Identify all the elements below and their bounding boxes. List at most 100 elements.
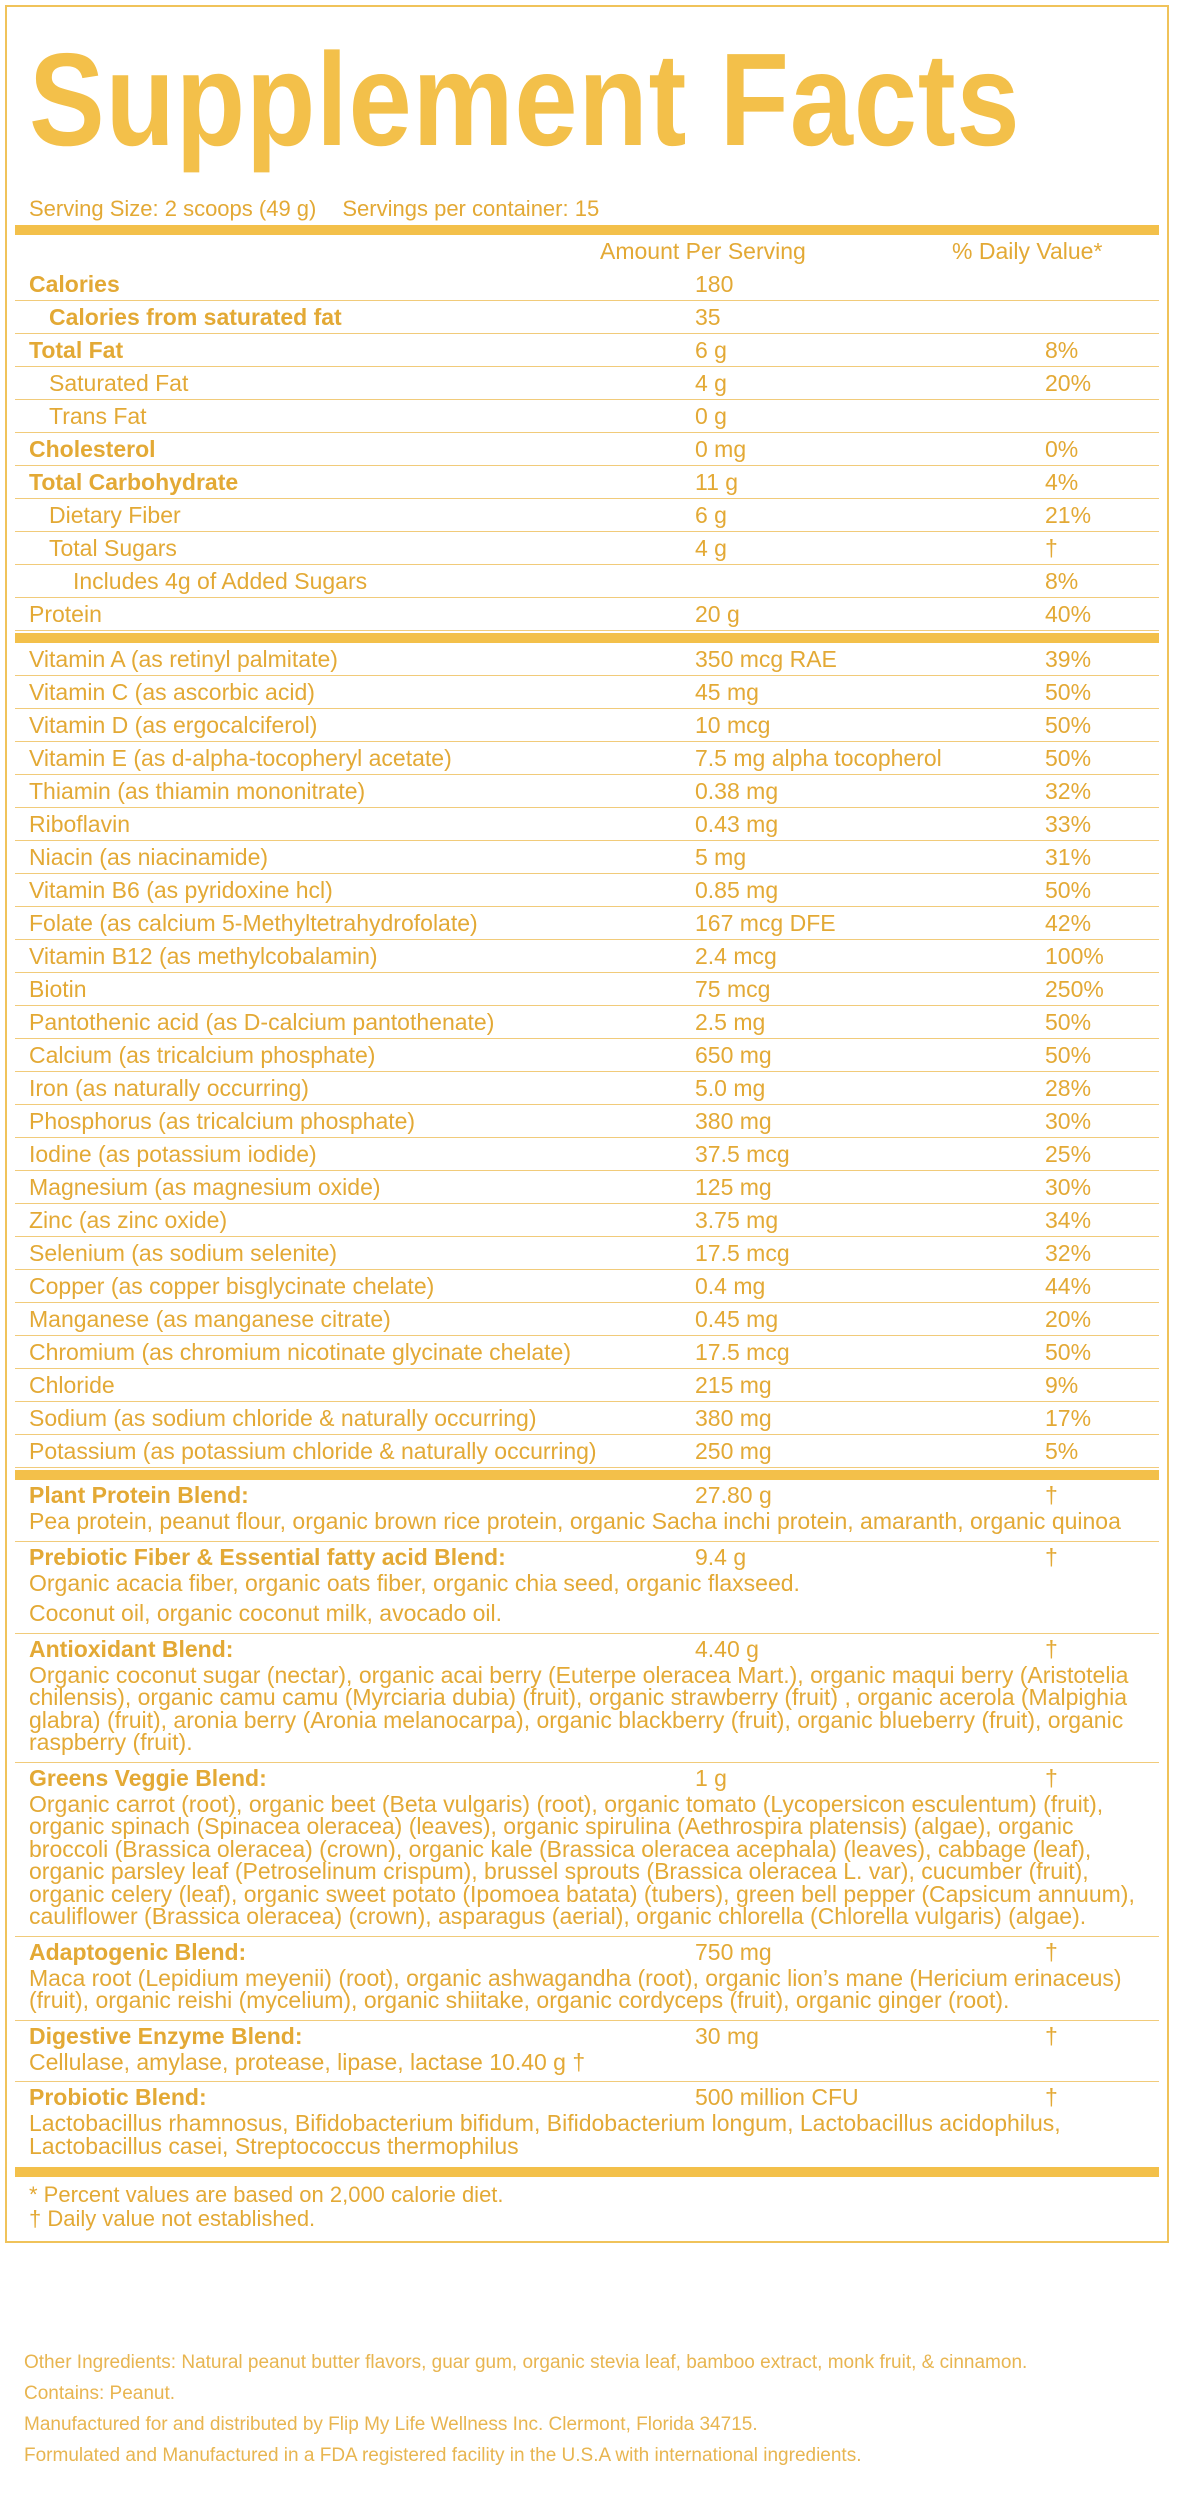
blend-dv: † (1045, 2084, 1058, 2110)
nutrient-row: Protein 20 g 40% (15, 598, 1159, 631)
nutrient-name: Protein (29, 601, 102, 627)
vitamin-row: Chloride 215 mg 9% (15, 1369, 1159, 1402)
vitamin-dv: 39% (1045, 646, 1092, 672)
vitamin-row: Niacin (as niacinamide) 5 mg 31% (15, 841, 1159, 874)
blend-name: Greens Veggie Blend: (29, 1764, 267, 1791)
nutrient-dv: 4% (1045, 469, 1079, 495)
vitamin-amount: 380 mg (695, 1405, 772, 1431)
vitamin-dv: 30% (1045, 1174, 1092, 1200)
vitamin-row: Calcium (as tricalcium phosphate) 650 mg 5… (15, 1039, 1159, 1072)
vitamin-name: Vitamin B12 (as methylcobalamin) (29, 943, 378, 969)
nutrient-amount: 6 g (695, 337, 727, 363)
blend-header: Plant Protein Blend: 27.80 g † (29, 1480, 1149, 1510)
blend-dv: † (1045, 1635, 1058, 1662)
vitamin-row: Folate (as calcium 5-Methyltetrahydrofol… (15, 907, 1159, 940)
servings-per-container: Servings per container: 15 (342, 196, 600, 221)
thick-rule (15, 633, 1159, 643)
nutrient-amount: 11 g (695, 469, 739, 495)
blend-ingredients: Organic coconut sugar (nectar), organic … (29, 1661, 1129, 1755)
vitamin-name: Biotin (29, 976, 87, 1002)
nutrient-dv: † (1045, 535, 1058, 561)
footer-line: Contains: Peanut. (24, 2383, 176, 2404)
vitamin-name: Riboflavin (29, 811, 130, 837)
blend-dv: † (1045, 1938, 1058, 1965)
vitamin-name: Zinc (as zinc oxide) (29, 1207, 228, 1233)
nutrient-name: Includes 4g of Added Sugars (73, 568, 368, 594)
blend: Adaptogenic Blend: 750 mg † Maca root (Lepi… (15, 1937, 1159, 2021)
nutrient-dv: 8% (1045, 568, 1079, 594)
nutrient-name: Total Fat (29, 337, 124, 363)
footer-line: Manufactured for and distributed by Flip… (24, 2414, 758, 2435)
nutrient-row: Saturated Fat 4 g 20% (15, 367, 1159, 400)
vitamin-dv: 31% (1045, 844, 1092, 870)
vitamin-row: Iron (as naturally occurring) 5.0 mg 28% (15, 1072, 1159, 1105)
nutrient-amount: 4 g (695, 535, 727, 561)
vitamin-dv: 50% (1045, 1042, 1092, 1068)
blend: Prebiotic Fiber & Essential fatty acid B… (15, 1542, 1159, 1634)
blend-name: Antioxidant Blend: (29, 1635, 234, 1662)
vitamin-dv: 50% (1045, 679, 1092, 705)
vitamin-row: Vitamin C (as ascorbic acid) 45 mg 50% (15, 676, 1159, 709)
vitamin-dv: 50% (1045, 877, 1092, 903)
blend: Antioxidant Blend: 4.40 g † Organic coconut… (15, 1634, 1159, 1763)
nutrient-dv: 40% (1045, 601, 1092, 627)
vitamin-dv: 20% (1045, 1306, 1092, 1332)
vitamin-amount: 125 mg (695, 1174, 772, 1200)
nutrient-amount: 6 g (695, 502, 727, 528)
vitamin-name: Niacin (as niacinamide) (29, 844, 269, 870)
footer-line: Other Ingredients: Natural peanut butter… (24, 2352, 1028, 2373)
serving-size: Serving Size: 2 scoops (49 g) (29, 196, 317, 221)
footnotes: * Percent values are based on 2,000 calo… (7, 2177, 1167, 2231)
vitamin-amount: 2.5 mg (695, 1009, 766, 1035)
blend-dv: † (1045, 1764, 1058, 1791)
blend-name: Plant Protein Blend: (29, 1482, 249, 1508)
vitamin-row: Potassium (as potassium chloride & natur… (15, 1435, 1159, 1468)
nutrient-rows: Calories 180 Calories from saturated fat 35… (7, 268, 1167, 631)
vitamin-name: Iodine (as potassium iodide) (29, 1141, 317, 1167)
footnote: † Daily value not established. (29, 2206, 316, 2231)
footer-line: Formulated and Manufactured in a FDA reg… (24, 2445, 862, 2466)
vitamin-row: Pantothenic acid (as D-calcium pantothen… (15, 1006, 1159, 1039)
vitamin-name: Vitamin A (as retinyl palmitate) (29, 646, 338, 672)
vitamin-name: Chloride (29, 1372, 115, 1398)
amount-header: Amount Per Serving (600, 238, 806, 264)
vitamin-dv: 100% (1045, 943, 1104, 969)
vitamin-amount: 380 mg (695, 1108, 772, 1134)
blend-ingredients: Cellulase, amylase, protease, lipase, la… (29, 2048, 586, 2075)
blend-ingredients: Organic carrot (root), organic beet (Bet… (29, 1790, 1135, 1929)
vitamin-amount: 5 mg (695, 844, 747, 870)
vitamin-amount: 650 mg (695, 1042, 772, 1068)
vitamin-amount: 0.85 mg (695, 877, 779, 903)
vitamin-dv: 50% (1045, 1009, 1092, 1035)
vitamin-name: Vitamin E (as d-alpha-tocopheryl acetate… (29, 745, 452, 771)
blend: Digestive Enzyme Blend: 30 mg † Cellulase, … (15, 2021, 1159, 2082)
vitamin-dv: 30% (1045, 1108, 1092, 1134)
vitamin-name: Phosphorus (as tricalcium phosphate) (29, 1108, 416, 1134)
vitamin-amount: 17.5 mcg (695, 1339, 790, 1365)
blend-name: Adaptogenic Blend: (29, 1938, 247, 1965)
vitamin-dv: 42% (1045, 910, 1092, 936)
blend-amount: 750 mg (695, 1938, 772, 1965)
vitamin-dv: 50% (1045, 1339, 1092, 1365)
vitamin-amount: 17.5 mcg (695, 1240, 790, 1266)
nutrient-row: Total Carbohydrate 11 g 4% (15, 466, 1159, 499)
vitamin-dv: 33% (1045, 811, 1092, 837)
nutrient-dv: 21% (1045, 502, 1092, 528)
blend-amount: 500 million CFU (695, 2084, 859, 2110)
nutrient-row: Dietary Fiber 6 g 21% (15, 499, 1159, 532)
vitamin-row: Riboflavin 0.43 mg 33% (15, 808, 1159, 841)
blend-amount: 1 g (695, 1764, 727, 1791)
nutrient-amount: 35 (695, 304, 721, 330)
thick-rule (15, 225, 1159, 235)
vitamin-name: Chromium (as chromium nicotinate glycina… (29, 1339, 571, 1365)
blend-ingredients: Lactobacillus rhamnosus, Bifidobacterium… (29, 2110, 1061, 2159)
vitamin-amount: 3.75 mg (695, 1207, 779, 1233)
vitamin-dv: 250% (1045, 976, 1104, 1002)
vitamin-row: Iodine (as potassium iodide) 37.5 mcg 25% (15, 1138, 1159, 1171)
nutrient-name: Cholesterol (29, 436, 156, 462)
blend-ingredients: Maca root (Lepidium meyenii) (root), org… (29, 1964, 1122, 2013)
vitamin-amount: 5.0 mg (695, 1075, 766, 1101)
vitamin-amount: 37.5 mcg (695, 1141, 790, 1167)
vitamin-amount: 7.5 mg alpha tocopherol (695, 745, 942, 771)
blend-amount: 4.40 g (695, 1635, 759, 1662)
